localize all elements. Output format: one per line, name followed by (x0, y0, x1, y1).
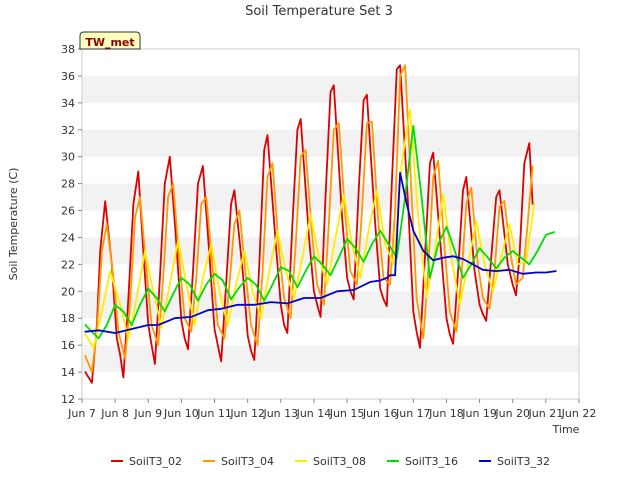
y-tick-label: 26 (61, 205, 75, 218)
x-tick-label: Jun 13 (262, 407, 298, 420)
series-lines (84, 64, 557, 384)
y-tick-label: 30 (61, 151, 75, 164)
legend-label: SoilT3_02 (129, 455, 182, 468)
x-tick-label: Jun 9 (133, 407, 162, 420)
y-tick-label: 18 (61, 312, 75, 325)
x-tick-label: Jun 15 (329, 407, 365, 420)
grid-band (82, 49, 579, 76)
x-tick-label: Jun 16 (362, 407, 398, 420)
y-tick-label: 34 (61, 97, 75, 110)
y-tick-label: 14 (61, 366, 75, 379)
y-tick-label: 38 (61, 43, 75, 56)
x-tick-label: Jun 21 (528, 407, 564, 420)
legend-item: SoilT3_02 (111, 455, 182, 468)
legend-item: SoilT3_08 (295, 455, 366, 468)
y-tick-label: 32 (61, 124, 75, 137)
y-tick-label: 28 (61, 178, 75, 191)
y-tick-label: 24 (61, 231, 75, 244)
legend-label: SoilT3_16 (405, 455, 458, 468)
legend-label: SoilT3_04 (221, 455, 274, 468)
x-tick-label: Jun 14 (296, 407, 332, 420)
annotation-box (79, 31, 141, 50)
annotation-label: TW_met (85, 36, 134, 49)
chart-title: Soil Temperature Set 3 (245, 4, 393, 19)
series-line-soilt3-16 (84, 124, 555, 340)
x-tick-label: Jun 8 (100, 407, 129, 420)
grid-band (82, 129, 579, 157)
legend-item: SoilT3_16 (387, 455, 458, 468)
legend-label: SoilT3_08 (313, 455, 366, 468)
series-line-soilt3-08 (84, 108, 536, 349)
y-tick-label: 12 (61, 393, 75, 406)
x-tick-label: Jun 19 (461, 407, 497, 420)
grid-band (82, 345, 579, 373)
y-axis-label: Soil Temperature (C) (7, 168, 20, 281)
legend-label: SoilT3_32 (497, 455, 550, 468)
legend-item: SoilT3_32 (479, 455, 550, 468)
plot-frame (81, 48, 580, 400)
site-annotation: TW_met (79, 31, 141, 50)
x-tick-label: Jun 11 (196, 407, 232, 420)
x-tick-label: Jun 10 (163, 407, 199, 420)
series-line-soilt3-32 (84, 171, 557, 334)
grid-band (82, 210, 579, 238)
x-axis-label: Time (552, 423, 580, 436)
y-tick-label: 16 (61, 339, 75, 352)
grid-band (82, 372, 579, 399)
x-tick-label: Jun 22 (561, 407, 597, 420)
x-tick-label: Jun 20 (494, 407, 530, 420)
x-tick-label: Jun 7 (67, 407, 96, 420)
legend: SoilT3_02 SoilT3_04 SoilT3_08 SoilT3_16 Soil… (111, 455, 550, 468)
y-tick-label: 22 (61, 258, 75, 271)
y-axis: 12 14 16 18 20 22 24 26 28 30 32 34 36 38 (61, 43, 82, 406)
x-tick-label: Jun 12 (229, 407, 265, 420)
x-tick-label: Jun 17 (395, 407, 431, 420)
y-tick-label: 36 (61, 70, 75, 83)
y-tick-label: 20 (61, 285, 75, 298)
legend-item: SoilT3_04 (203, 455, 274, 468)
x-tick-label: Jun 18 (428, 407, 464, 420)
